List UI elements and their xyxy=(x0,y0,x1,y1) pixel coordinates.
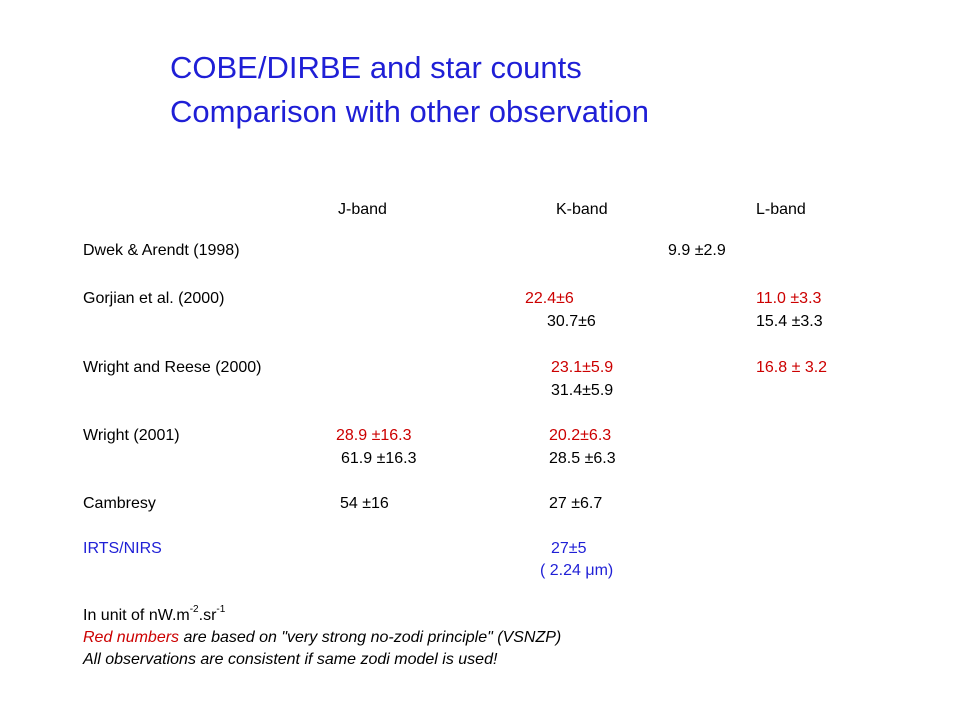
unit-mid: .sr xyxy=(198,607,217,624)
unit-prefix: In unit of nW.m xyxy=(83,607,190,624)
cell-wright-2001-j2: 61.9 ±16.3 xyxy=(341,450,417,467)
row-label-gorjian: Gorjian et al. (2000) xyxy=(83,290,225,307)
cell-wright-reese-l1: 16.8 ± 3.2 xyxy=(756,359,828,376)
cell-wright-2001-k2: 28.5 ±6.3 xyxy=(549,450,616,467)
cell-gorjian-l1: 11.0 ±3.3 xyxy=(756,290,822,307)
unit-exponent-sr: -1 xyxy=(216,603,226,615)
row-label-wright-2001: Wright (2001) xyxy=(83,427,180,444)
cell-dwek-l: 9.9 ±2.9 xyxy=(668,242,726,259)
cell-gorjian-k1: 22.4±6 xyxy=(525,290,574,307)
unit-exponent-m: -2 xyxy=(189,603,199,615)
row-label-irts-nirs: IRTS/NIRS xyxy=(83,540,162,557)
row-label-wright-reese: Wright and Reese (2000) xyxy=(83,359,262,376)
title-line-2: Comparison with other observation xyxy=(170,94,650,129)
cell-gorjian-l2: 15.4 ±3.3 xyxy=(756,313,823,330)
header-l-band: L-band xyxy=(756,201,806,218)
row-label-dwek: Dwek & Arendt (1998) xyxy=(83,242,240,259)
title-line-1: COBE/DIRBE and star counts xyxy=(170,50,582,85)
header-k-band: K-band xyxy=(556,201,608,218)
cell-wright-2001-k1: 20.2±6.3 xyxy=(549,427,612,444)
cell-cambresy-k: 27 ±6.7 xyxy=(549,495,603,512)
consistency-note: All observations are consistent if same … xyxy=(83,651,498,668)
row-label-cambresy: Cambresy xyxy=(83,495,156,512)
cell-gorjian-k2: 30.7±6 xyxy=(547,313,596,330)
vsnzp-note-text: are based on "very strong no-zodi princi… xyxy=(179,629,562,646)
red-numbers-label: Red numbers xyxy=(83,629,180,646)
header-j-band: J-band xyxy=(338,201,387,218)
cell-irts-k: 27±5 xyxy=(551,540,587,557)
cell-irts-wavelength: ( 2.24 μm) xyxy=(540,562,614,579)
cell-cambresy-j: 54 ±16 xyxy=(340,495,389,512)
cell-wright-reese-k1: 23.1±5.9 xyxy=(551,359,614,376)
vsnzp-note: Red numbers are based on "very strong no… xyxy=(83,628,561,648)
cell-wright-2001-j1: 28.9 ±16.3 xyxy=(336,427,412,444)
cell-wright-reese-k2: 31.4±5.9 xyxy=(551,382,614,399)
unit-note: In unit of nW.m-2.sr-1 xyxy=(83,603,226,626)
